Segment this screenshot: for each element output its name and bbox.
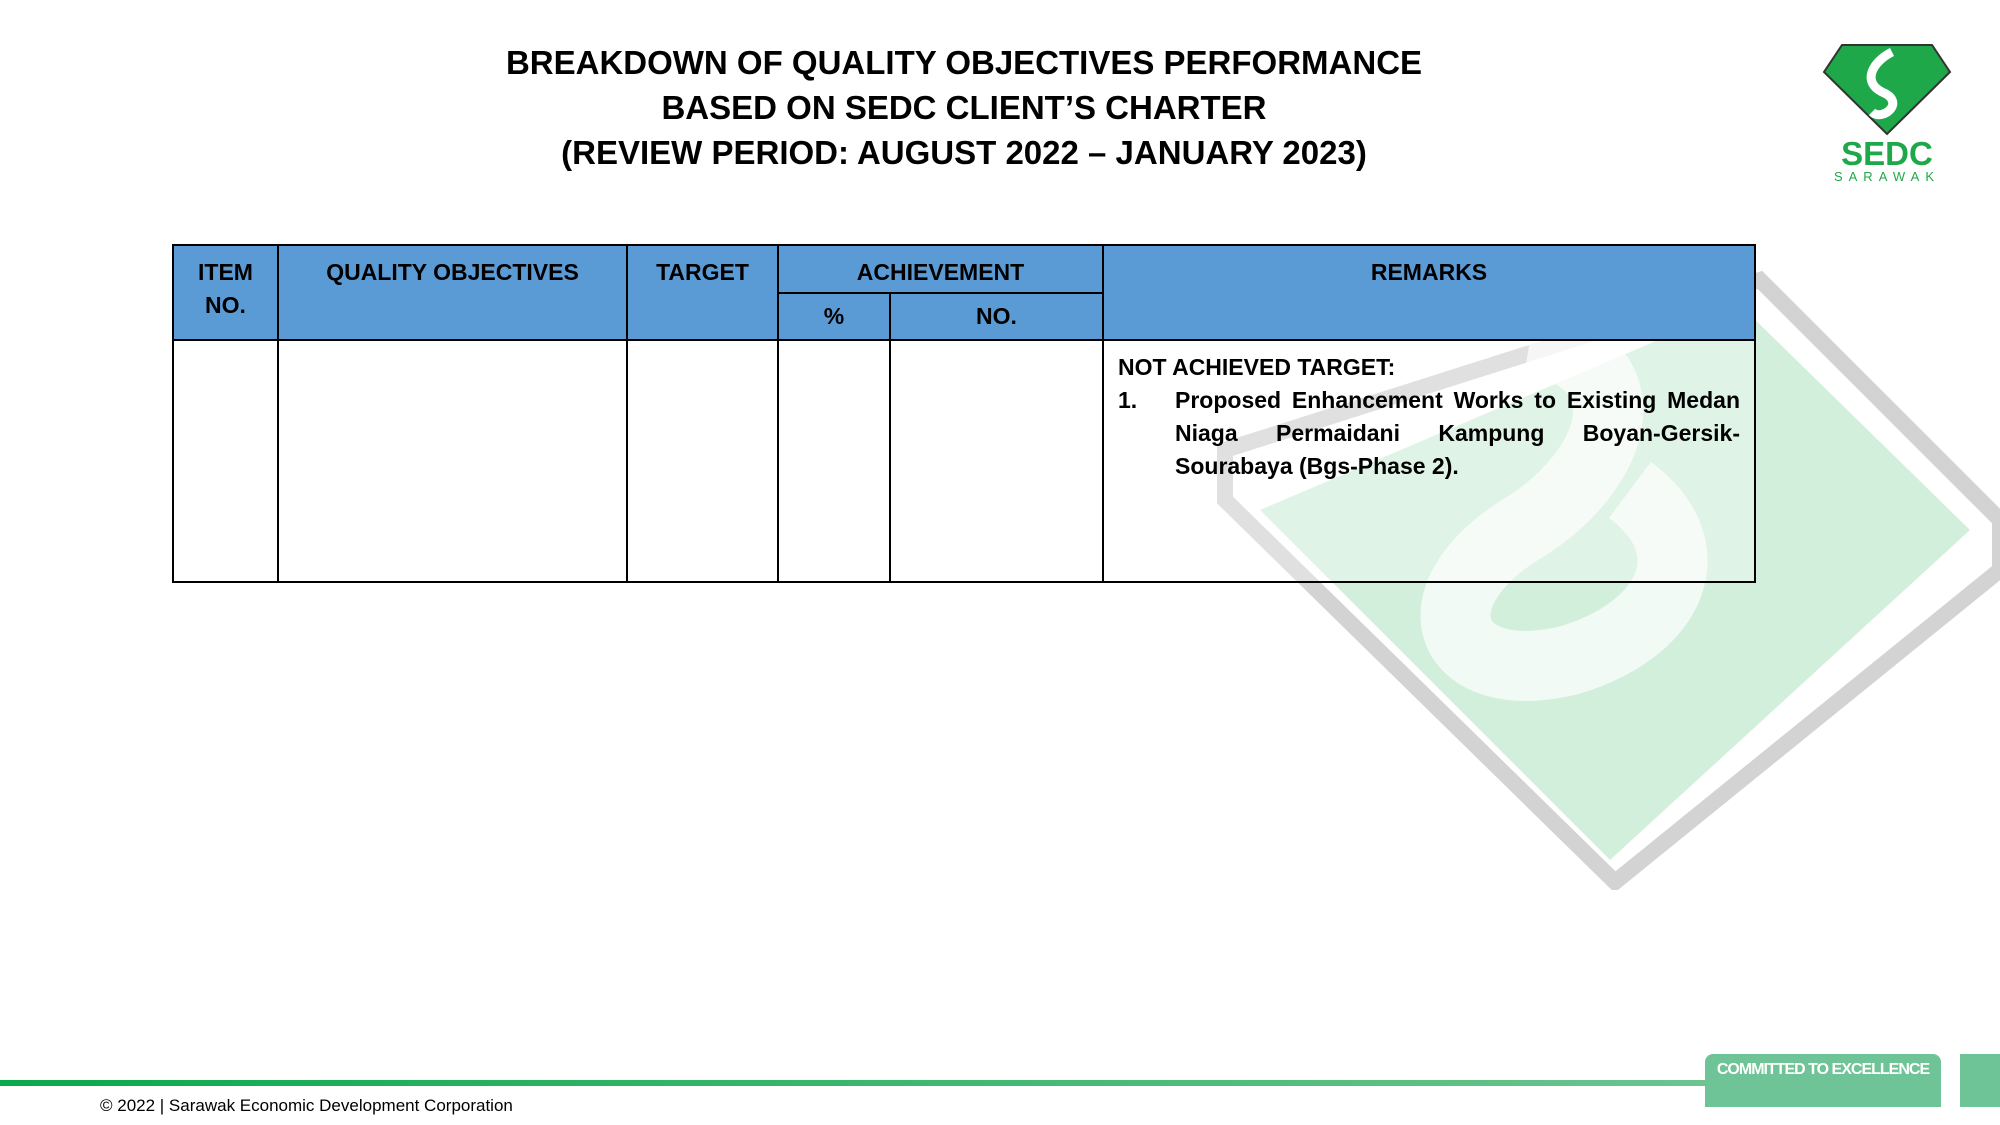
header-achievement: ACHIEVEMENT xyxy=(777,244,1104,294)
footer-copyright: © 2022 | Sarawak Economic Development Co… xyxy=(100,1096,513,1115)
remarks-item-text: Proposed Enhancement Works to Existing M… xyxy=(1175,387,1740,479)
table-row: NOT ACHIEVED TARGET: 1. Proposed Enhance… xyxy=(172,339,1756,583)
title-line-1: BREAKDOWN OF QUALITY OBJECTIVES PERFORMA… xyxy=(505,44,1423,81)
committed-badge: COMMITTED TO EXCELLENCE xyxy=(1705,1054,1941,1107)
title-line-2: BASED ON SEDC CLIENT’S CHARTER xyxy=(661,89,1267,126)
remarks-item-number: 1. xyxy=(1118,387,1138,413)
cell-remarks: NOT ACHIEVED TARGET: 1. Proposed Enhance… xyxy=(1102,339,1756,583)
title-line-3: (REVIEW PERIOD: AUGUST 2022 – JANUARY 20… xyxy=(561,134,1367,171)
page-title: BREAKDOWN OF QUALITY OBJECTIVES PERFORMA… xyxy=(0,40,1928,175)
footer-accent-block xyxy=(1960,1054,2000,1107)
cell-target xyxy=(626,339,779,583)
quality-objectives-table: ITEM NO. QUALITY OBJECTIVES TARGET ACHIE… xyxy=(172,244,1756,583)
cell-no xyxy=(889,339,1104,583)
svg-text:SEDC: SEDC xyxy=(1841,135,1933,172)
sedc-logo: SEDC SARAWAK xyxy=(1822,44,1952,182)
cell-percent xyxy=(777,339,891,583)
cell-item xyxy=(172,339,279,583)
remarks-heading: NOT ACHIEVED TARGET: xyxy=(1118,354,1396,380)
header-no: NO. xyxy=(889,292,1104,341)
svg-text:SARAWAK: SARAWAK xyxy=(1834,169,1940,182)
header-remarks: REMARKS xyxy=(1102,244,1756,341)
header-target: TARGET xyxy=(626,244,779,341)
header-percent: % xyxy=(777,292,891,341)
footer-divider xyxy=(0,1080,1710,1086)
header-quality-objectives: QUALITY OBJECTIVES xyxy=(277,244,628,341)
remarks-item: 1. Proposed Enhancement Works to Existin… xyxy=(1118,384,1740,483)
header-item-no: ITEM NO. xyxy=(172,244,279,341)
cell-objectives xyxy=(277,339,628,583)
